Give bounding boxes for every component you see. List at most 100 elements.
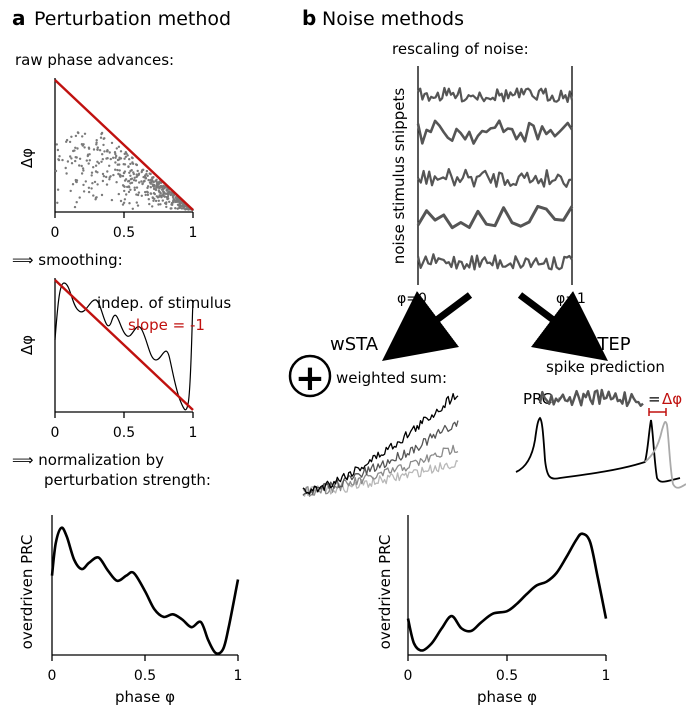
scatter-point [159,191,162,194]
smooth-tick-label-05: 0.5 [113,425,135,441]
scatter-point [159,184,163,188]
scatter-point [71,183,75,186]
scatter-point [81,135,84,138]
scatter-point [115,181,118,184]
scatter-point [156,185,159,188]
scatter-point [154,199,158,203]
scatter-point [180,201,184,204]
scatter-point [61,158,64,162]
scatter-point [96,148,99,151]
scatter-point [145,172,148,176]
nprc-xlabel: phase φ [477,688,537,706]
scatter-point [145,190,149,193]
nprc-tick-label-0: 0 [404,668,413,684]
scatter-point [92,194,95,197]
step-label: STEP [586,334,631,355]
scatter-point [152,199,155,202]
scatter-point [123,152,126,156]
scatter-point [137,191,141,194]
scatter-point [132,179,136,182]
scatter-point [152,180,155,184]
snippets-ylabel: noise stimulus snippets [390,88,408,265]
scatter-point [109,175,112,178]
scatter-point [90,174,93,177]
scatter-point [87,190,91,194]
scatter-point [147,178,150,182]
scatter-point [103,150,106,153]
scatter-point [161,199,164,202]
scatter-point [70,162,74,165]
scatter-point [131,161,134,164]
pprc-xlabel: phase φ [115,688,175,706]
scatter-point [99,136,103,139]
scatter-point [131,207,134,210]
scatter-point [132,172,135,176]
scatter-point [133,188,136,192]
spike-trace-gray [644,421,686,489]
scatter-point [108,164,111,167]
scatter-point [112,173,115,177]
scatter-point [142,180,146,183]
scatter-point [129,182,132,185]
scatter-point [75,201,78,204]
normalization-label-1: ⟹ normalization by [12,451,164,469]
scatter-point [74,134,78,138]
scatter-point [144,176,147,180]
scatter-point [80,143,84,146]
wsta-traces [302,392,459,497]
scatter-point [146,193,150,197]
scatter-point [88,159,92,162]
scatter-point [163,195,167,198]
scatter-point [122,201,126,204]
indep-label: indep. of stimulus [97,294,231,312]
nprc-tick-label-05: 0.5 [496,668,518,684]
panel-b-title: Noise methods [322,8,464,30]
scatter-point [163,186,166,190]
scatter-point [80,164,83,168]
nprc-tick-label-1: 1 [602,668,611,684]
scatter-point [93,180,97,184]
nprc-ylabel: overdriven PRC [376,535,394,650]
scatter-point [122,163,125,166]
snippet-trace-1 [417,86,574,103]
scatter-point [129,174,132,177]
scatter-point [130,156,134,159]
scatter-point [75,180,78,184]
weighted-sum-label: weighted sum: [336,369,447,387]
scatter-point [122,171,126,175]
scatter-point [123,157,126,160]
scatter-point [70,135,73,138]
scatter-point [101,179,105,183]
scatter-point [126,154,129,157]
scatter-point [178,205,181,208]
scatter-point [119,199,123,203]
arrow-to-wsta [382,291,473,361]
noise-prc-curve [406,532,608,652]
scatter-point [172,199,175,203]
plus-icon: + [288,354,332,399]
scatter-point [170,201,174,205]
scatter-point [135,193,138,196]
scatter-point [162,191,165,194]
scatter-point [54,169,58,173]
smooth-ylabel: Δφ [18,335,36,355]
panel-b-letter: b [302,6,316,30]
scatter-point [98,149,102,152]
scatter-point [127,179,131,183]
scatter-point [87,186,91,189]
scatter-point [118,174,122,177]
scatter-point [105,175,108,179]
scatter-point [106,149,109,153]
scatter-point [66,160,70,163]
scatter-point [116,168,119,172]
scatter-point [65,140,68,143]
scatter-point [100,193,104,197]
scatter-point [95,139,98,142]
scatter-point [134,163,138,166]
scatter-point [96,183,99,186]
pprc-tick-label-1: 1 [234,668,243,684]
scatter-point [87,147,91,150]
scatter-point [78,196,81,199]
wsta-trace-4 [302,392,459,495]
scatter-point [148,181,152,184]
